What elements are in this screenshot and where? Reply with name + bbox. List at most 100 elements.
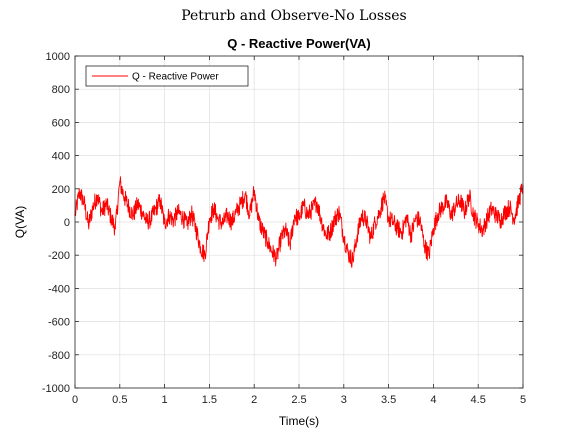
data-point: [500, 219, 502, 221]
data-point: [217, 219, 219, 221]
axis-ticks: 0 0.5 1 1.5 2 2.5 3 3.5 4 4.5 5 -1000 -800 -600 -400 -2…: [42, 51, 526, 406]
data-point: [123, 196, 125, 198]
x-tick-label: 3: [341, 394, 347, 406]
data-point: [83, 201, 85, 203]
data-point: [455, 204, 457, 206]
data-point: [473, 214, 475, 216]
data-point: [374, 221, 376, 223]
data-point: [302, 204, 305, 206]
data-point: [343, 236, 345, 238]
data-point: [289, 244, 291, 246]
data-point: [141, 211, 143, 213]
data-point: [405, 216, 408, 218]
y-tick-label: 200: [52, 184, 70, 196]
data-point: [423, 244, 426, 246]
data-point: [101, 211, 103, 213]
data-point: [114, 228, 116, 230]
data-point: [437, 213, 439, 215]
data-point: [181, 216, 184, 218]
data-point: [168, 214, 170, 216]
data-point: [491, 208, 493, 210]
data-point: [468, 194, 470, 197]
legend-box: [85, 65, 249, 87]
data-point: [92, 206, 94, 208]
data-point: [365, 219, 367, 221]
x-tick-label: 5: [520, 394, 526, 406]
data-point: [132, 214, 134, 216]
data-point: [204, 254, 206, 256]
data-point: [338, 211, 340, 213]
data-point: [110, 216, 112, 218]
data-point: [419, 219, 421, 221]
data-point: [146, 221, 148, 223]
data-point: [517, 201, 520, 203]
data-point: [119, 181, 121, 183]
legend-entry: Q - Reactive Power: [132, 72, 219, 83]
data-point: [249, 214, 251, 216]
data-point: [504, 211, 506, 213]
x-tick-label: 3.5: [381, 394, 396, 406]
data-point: [280, 238, 282, 240]
x-tick-label: 1.5: [202, 394, 217, 406]
data-point: [78, 191, 81, 193]
data-point: [235, 211, 237, 213]
data-point: [446, 201, 448, 203]
data-point: [477, 223, 479, 225]
y-tick-label: 400: [52, 151, 70, 163]
data-point: [307, 214, 309, 216]
data-point: [284, 229, 287, 231]
x-tick-label: 2.5: [291, 394, 306, 406]
data-point: [155, 208, 157, 210]
y-tick-label: -400: [48, 283, 70, 295]
data-point: [388, 218, 390, 220]
data-point: [370, 238, 372, 240]
figure-suptitle: Petrurb and Observe-No Losses: [181, 8, 407, 24]
y-tick-label: -1000: [42, 383, 70, 395]
x-axis-label: Time(s): [279, 414, 319, 428]
data-point: [347, 252, 349, 255]
x-tick-label: 2: [251, 394, 257, 406]
data-point: [379, 211, 381, 213]
data-point: [428, 254, 430, 256]
data-point: [401, 231, 403, 233]
legend: Q - Reactive Power: [85, 65, 249, 87]
data-point: [276, 257, 278, 260]
y-tick-label: 600: [52, 117, 70, 129]
data-point: [396, 228, 399, 230]
data-point: [190, 213, 193, 215]
data-point: [208, 218, 210, 220]
data-point: [231, 221, 233, 223]
y-tick-label: 0: [64, 217, 70, 229]
x-tick-label: 0.5: [112, 394, 127, 406]
chart-title: Q - Reactive Power(VA): [227, 36, 371, 51]
data-point: [267, 241, 269, 243]
x-tick-label: 4: [430, 394, 436, 406]
data-point: [186, 224, 188, 226]
data-point: [262, 231, 264, 233]
data-point: [464, 211, 466, 213]
x-tick-label: 0: [72, 394, 78, 406]
data-point: [213, 208, 215, 210]
data-point: [441, 206, 443, 208]
data-point: [271, 251, 273, 253]
data-point: [244, 193, 246, 195]
data-point: [414, 218, 417, 220]
data-point: [508, 206, 511, 208]
data-point: [329, 231, 331, 233]
x-tick-label: 1: [162, 394, 168, 406]
data-point: [320, 219, 322, 221]
data-point: [459, 199, 461, 202]
series-layer: [74, 176, 524, 268]
data-point: [253, 189, 255, 192]
y-tick-label: 1000: [46, 51, 70, 63]
data-point: [159, 199, 161, 202]
data-point: [495, 214, 497, 216]
data-point: [316, 201, 318, 203]
data-point: [482, 229, 484, 231]
data-point: [410, 234, 412, 236]
data-point: [356, 234, 358, 236]
data-point: [392, 221, 394, 223]
data-point: [199, 246, 202, 248]
data-point: [311, 208, 314, 210]
